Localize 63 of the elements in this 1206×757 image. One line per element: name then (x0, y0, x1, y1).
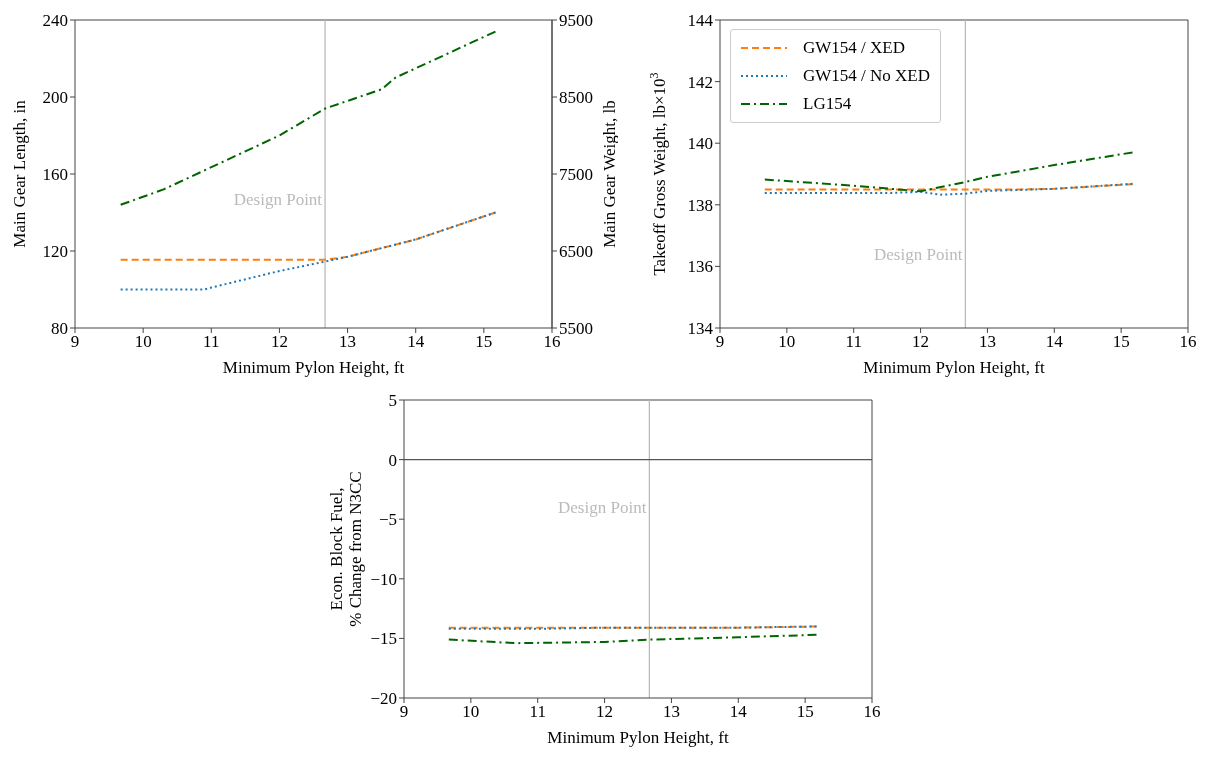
ref-line-label: Design Point (874, 245, 963, 265)
x-tick-label: 16 (543, 332, 561, 352)
y-tick-label: 120 (42, 242, 68, 262)
y-tick-label: 142 (687, 72, 713, 92)
y2-tick-label: 6500 (559, 242, 593, 262)
ref-line-label: Design Point (233, 189, 323, 209)
x-tick-label: 12 (912, 332, 930, 352)
y-tick-label: 5 (388, 391, 397, 411)
y-axis-title: Main Gear Length, in (10, 99, 29, 248)
line-series (447, 633, 818, 645)
x-tick-label: 12 (596, 702, 614, 722)
x-axis-title: Minimum Pylon Height, ft (863, 358, 1045, 377)
x-tick-label: 15 (796, 702, 814, 722)
y2-tick-label: 7500 (559, 165, 593, 185)
x-tick-label: 10 (778, 332, 796, 352)
y-tick-label: 160 (42, 165, 68, 185)
ref-line-label: Design Point (558, 498, 647, 518)
x-tick-label: 14 (729, 702, 748, 722)
x-axis-title: Minimum Pylon Height, ft (547, 728, 729, 747)
x-tick-label: 15 (475, 332, 493, 352)
y-tick-label: 138 (687, 195, 713, 215)
y-tick-label: 134 (687, 319, 714, 339)
y-tick-label: −5 (378, 510, 397, 530)
x-tick-label: 14 (407, 332, 425, 352)
x-tick-label: 10 (134, 332, 152, 352)
x-tick-label: 13 (978, 332, 996, 352)
y-tick-label: 0 (388, 450, 397, 470)
y-axis-title: Econ. Block Fuel, % Change from N3CC (326, 471, 365, 627)
y-tick-label: 136 (687, 257, 713, 277)
x-tick-label: 16 (863, 702, 881, 722)
x-tick-label: 11 (845, 332, 862, 352)
x-tick-label: 9 (715, 332, 725, 352)
x-tick-label: 13 (662, 702, 680, 722)
x-tick-label: 11 (529, 702, 546, 722)
line-series (119, 211, 497, 291)
x-tick-label: 9 (70, 332, 80, 352)
line-series (763, 151, 1134, 193)
x-tick-label: 10 (462, 702, 480, 722)
legend-label: GW154 / XED (803, 38, 905, 58)
x-axis-title: Minimum Pylon Height, ft (222, 358, 405, 377)
y-tick-label: −15 (370, 629, 397, 649)
x-tick-label: 16 (1179, 332, 1197, 352)
y2-tick-label: 5500 (559, 319, 593, 339)
x-tick-label: 11 (203, 332, 220, 352)
y-tick-label: 144 (687, 11, 714, 31)
legend-label: LG154 (803, 94, 852, 114)
y-tick-label: −10 (370, 569, 397, 589)
x-tick-label: 15 (1112, 332, 1130, 352)
line-series (119, 211, 497, 261)
legend-label: GW154 / No XED (803, 66, 931, 86)
y-tick-label: 80 (51, 319, 68, 339)
x-tick-label: 12 (270, 332, 288, 352)
y2-tick-label: 9500 (559, 11, 593, 31)
y2-tick-label: 8500 (559, 88, 593, 108)
y2-axis-title: Main Gear Weight, lb (600, 100, 619, 248)
x-tick-label: 14 (1045, 332, 1064, 352)
y-tick-label: 140 (687, 134, 713, 154)
y-tick-label: 200 (42, 88, 68, 108)
x-tick-label: 13 (339, 332, 357, 352)
y-tick-label: 240 (42, 11, 68, 31)
x-tick-label: 9 (399, 702, 409, 722)
y-tick-label: −20 (370, 689, 397, 709)
line-series (763, 182, 1134, 196)
